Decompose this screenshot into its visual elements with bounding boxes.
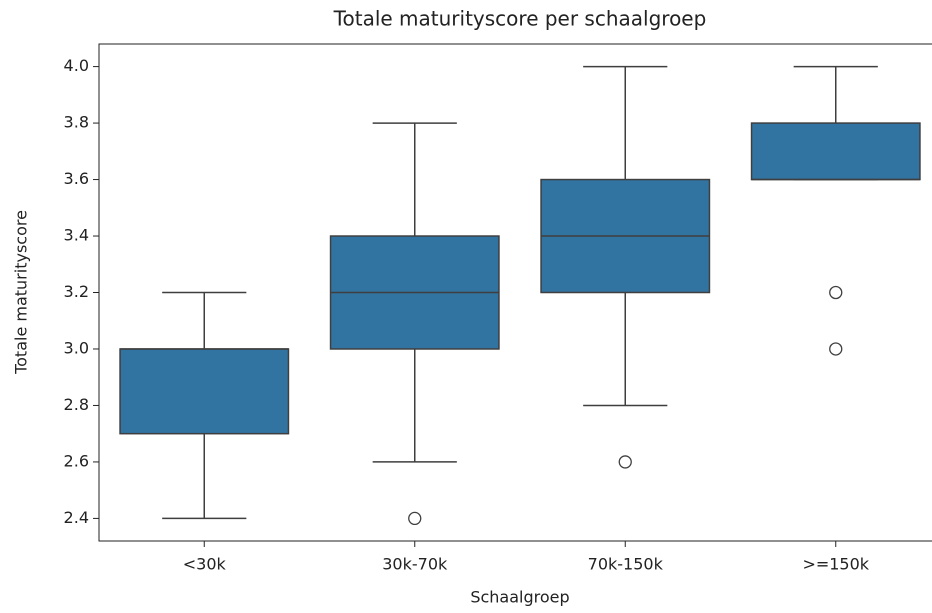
x-axis-label: Schaalgroep (470, 588, 569, 607)
x-tick-label: <30k (183, 555, 227, 574)
plot-frame (98, 43, 932, 542)
y-tick-label: 2.6 (64, 451, 89, 470)
x-tick-label: 70k-150k (588, 555, 664, 574)
chart-title: Totale maturityscore per schaalgroep (333, 7, 707, 31)
y-axis-label: Totale maturityscore (12, 210, 31, 375)
box (750, 122, 921, 181)
outlier (829, 285, 843, 300)
x-tick-label: >=150k (802, 555, 869, 574)
outlier (829, 342, 843, 356)
y-tick-label: 3.0 (64, 338, 89, 357)
y-tick-label: 3.8 (64, 113, 89, 132)
y-tick-label: 3.4 (64, 226, 89, 245)
y-tick-label: 3.6 (64, 169, 89, 188)
y-tick-label: 4.0 (64, 56, 89, 75)
outlier (408, 511, 422, 526)
box (119, 348, 290, 435)
outlier (618, 455, 632, 469)
y-tick-label: 2.8 (64, 395, 89, 414)
y-tick-label: 2.4 (64, 508, 89, 527)
x-tick-label: 30k-70k (382, 555, 448, 574)
y-tick-label: 3.2 (64, 282, 89, 301)
